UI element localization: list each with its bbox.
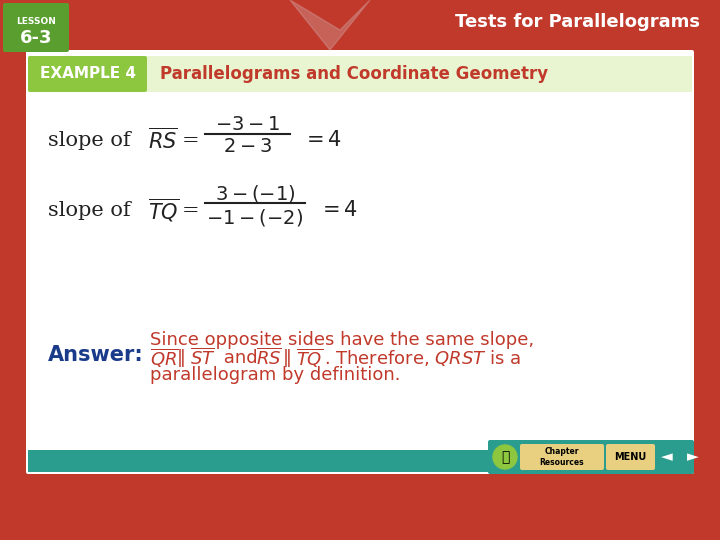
- Text: . Therefore, $QRST$ is a: . Therefore, $QRST$ is a: [324, 348, 521, 368]
- Text: and: and: [218, 349, 264, 367]
- Text: $3-(-1)$: $3-(-1)$: [215, 183, 295, 204]
- Polygon shape: [290, 0, 370, 50]
- Text: $\overline{RS}$: $\overline{RS}$: [256, 348, 282, 368]
- Text: 6-3: 6-3: [19, 29, 53, 47]
- Text: $\overline{RS}$: $\overline{RS}$: [148, 127, 178, 153]
- FancyBboxPatch shape: [26, 50, 694, 474]
- Text: parallelogram by definition.: parallelogram by definition.: [150, 366, 400, 384]
- Text: slope of: slope of: [48, 131, 138, 150]
- FancyBboxPatch shape: [488, 440, 694, 474]
- Circle shape: [493, 445, 517, 469]
- Text: Parallelograms and Coordinate Geometry: Parallelograms and Coordinate Geometry: [160, 65, 548, 83]
- Text: Tests for Parallelograms: Tests for Parallelograms: [455, 13, 700, 31]
- Text: ◄: ◄: [661, 449, 673, 464]
- Text: $= 4$: $= 4$: [318, 200, 358, 220]
- FancyBboxPatch shape: [28, 450, 578, 472]
- FancyBboxPatch shape: [3, 3, 69, 52]
- FancyBboxPatch shape: [520, 444, 604, 470]
- Text: $-3-1$: $-3-1$: [215, 116, 281, 134]
- Text: =: =: [182, 200, 199, 219]
- FancyBboxPatch shape: [28, 56, 147, 92]
- Text: $\overline{TQ}$: $\overline{TQ}$: [148, 196, 179, 224]
- Text: LESSON: LESSON: [16, 17, 56, 26]
- Text: 🌐: 🌐: [501, 450, 509, 464]
- Text: $\|$: $\|$: [282, 347, 291, 369]
- Text: MENU: MENU: [614, 452, 646, 462]
- Text: =: =: [182, 131, 199, 150]
- Text: $= 4$: $= 4$: [302, 130, 342, 150]
- Text: $\overline{TQ}$: $\overline{TQ}$: [296, 347, 323, 369]
- FancyBboxPatch shape: [606, 444, 655, 470]
- Text: Since opposite sides have the same slope,: Since opposite sides have the same slope…: [150, 331, 534, 349]
- Text: $2-3$: $2-3$: [223, 138, 273, 156]
- Text: Chapter
Resources: Chapter Resources: [540, 447, 585, 467]
- FancyBboxPatch shape: [28, 56, 692, 92]
- Text: Answer:: Answer:: [48, 345, 144, 365]
- Text: $\overline{ST}$: $\overline{ST}$: [190, 348, 215, 368]
- Text: $-1-(-2)$: $-1-(-2)$: [207, 207, 304, 228]
- Text: slope of: slope of: [48, 200, 138, 219]
- Text: $\|$: $\|$: [176, 347, 184, 369]
- Text: ►: ►: [687, 449, 699, 464]
- Text: $\overline{QR}$: $\overline{QR}$: [150, 347, 179, 369]
- Text: EXAMPLE 4: EXAMPLE 4: [40, 66, 136, 82]
